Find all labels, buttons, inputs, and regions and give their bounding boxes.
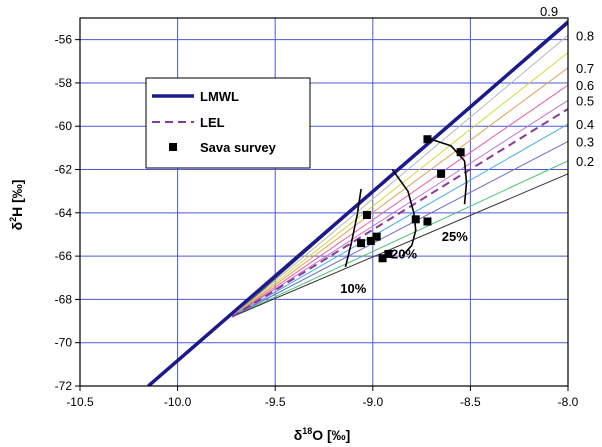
data-point-4 (411, 215, 420, 224)
fan-lines (231, 19, 568, 318)
evaporation-label-0: 10% (340, 281, 366, 296)
y-tick-label: -62 (55, 163, 73, 177)
data-point-1 (456, 148, 465, 157)
fan-line-7 (232, 140, 568, 318)
y-tick-label: -70 (55, 336, 73, 350)
plot-frame (79, 17, 569, 387)
fan-label-1: 0.8 (576, 28, 594, 43)
evaporation-label-1: 20% (391, 246, 417, 261)
fan-label-7: 0.3 (576, 134, 594, 149)
x-axis-label: δ18O [‰] (294, 426, 351, 443)
data-point-9 (384, 249, 393, 258)
x-tick-label: -9.5 (265, 395, 286, 409)
evaporation-label-2: 25% (442, 229, 468, 244)
y-tick-label: -68 (55, 292, 73, 306)
y-axis-ticks: -56 -58 -60 -62 -64 -66 -68 -70 -72 (55, 33, 80, 393)
grid-lines (79, 18, 569, 387)
x-tick-label: -8.5 (460, 395, 481, 409)
fan-label-5: 0.5 (576, 93, 594, 108)
legend: LMWL LEL Sava survey (145, 77, 311, 169)
x-tick-label: -10.0 (164, 395, 192, 409)
fan-label-3: 0.7 (576, 61, 594, 76)
data-point-6 (372, 232, 381, 241)
fan-line-4 (231, 84, 568, 318)
y-tick-label: -64 (55, 206, 73, 220)
fan-line-1 (231, 34, 568, 318)
legend-lmwl-label: LMWL (200, 89, 239, 104)
fan-label-8: 0.2 (576, 154, 594, 169)
data-point-3 (362, 210, 371, 219)
data-point-2 (437, 169, 446, 178)
data-point-7 (366, 236, 375, 245)
y-tick-label: -56 (55, 33, 73, 47)
fan-label-0: 0.9 (540, 4, 558, 19)
data-point-8 (357, 239, 366, 248)
y-tick-label: -72 (55, 379, 73, 393)
legend-sava-survey-marker (169, 143, 177, 151)
x-axis-ticks: -10.5 -10.0 -9.5 -9.0 -8.5 -8.0 (66, 386, 579, 409)
fan-line-8 (232, 160, 568, 318)
fan-line-3 (231, 67, 568, 318)
data-point-5 (423, 217, 432, 226)
fan-label-4: 0.6 (576, 78, 594, 93)
fan-line-9 (232, 173, 568, 318)
evaporation-curve-0 (344, 188, 362, 268)
fan-line-5 (231, 99, 568, 318)
fan-label-6: 0.4 (576, 117, 594, 132)
data-point-0 (423, 135, 432, 144)
legend-sava-survey-label: Sava survey (200, 140, 277, 155)
x-tick-label: -8.0 (558, 395, 579, 409)
fan-line-6 (232, 123, 568, 318)
evaporation-curve-2 (427, 137, 468, 205)
y-tick-label: -60 (55, 119, 73, 133)
evaporation-curve-labels: 10% 20% 25% (340, 229, 468, 296)
legend-lel-label: LEL (200, 115, 225, 130)
x-tick-label: -10.5 (66, 395, 94, 409)
fan-line-2 (231, 52, 568, 318)
y-tick-label: -66 (55, 249, 73, 263)
x-tick-label: -9.0 (362, 395, 383, 409)
lel-line (231, 108, 568, 318)
y-axis-label: δ2H [‰] (8, 180, 25, 231)
data-point-10 (378, 254, 387, 263)
fan-line-labels: 0.9 0.8 0.7 0.60.5 0.4 0.3 0.2 (540, 4, 594, 169)
y-tick-label: -58 (55, 76, 73, 90)
legend-box (145, 77, 311, 169)
sava-survey-points (357, 135, 465, 263)
